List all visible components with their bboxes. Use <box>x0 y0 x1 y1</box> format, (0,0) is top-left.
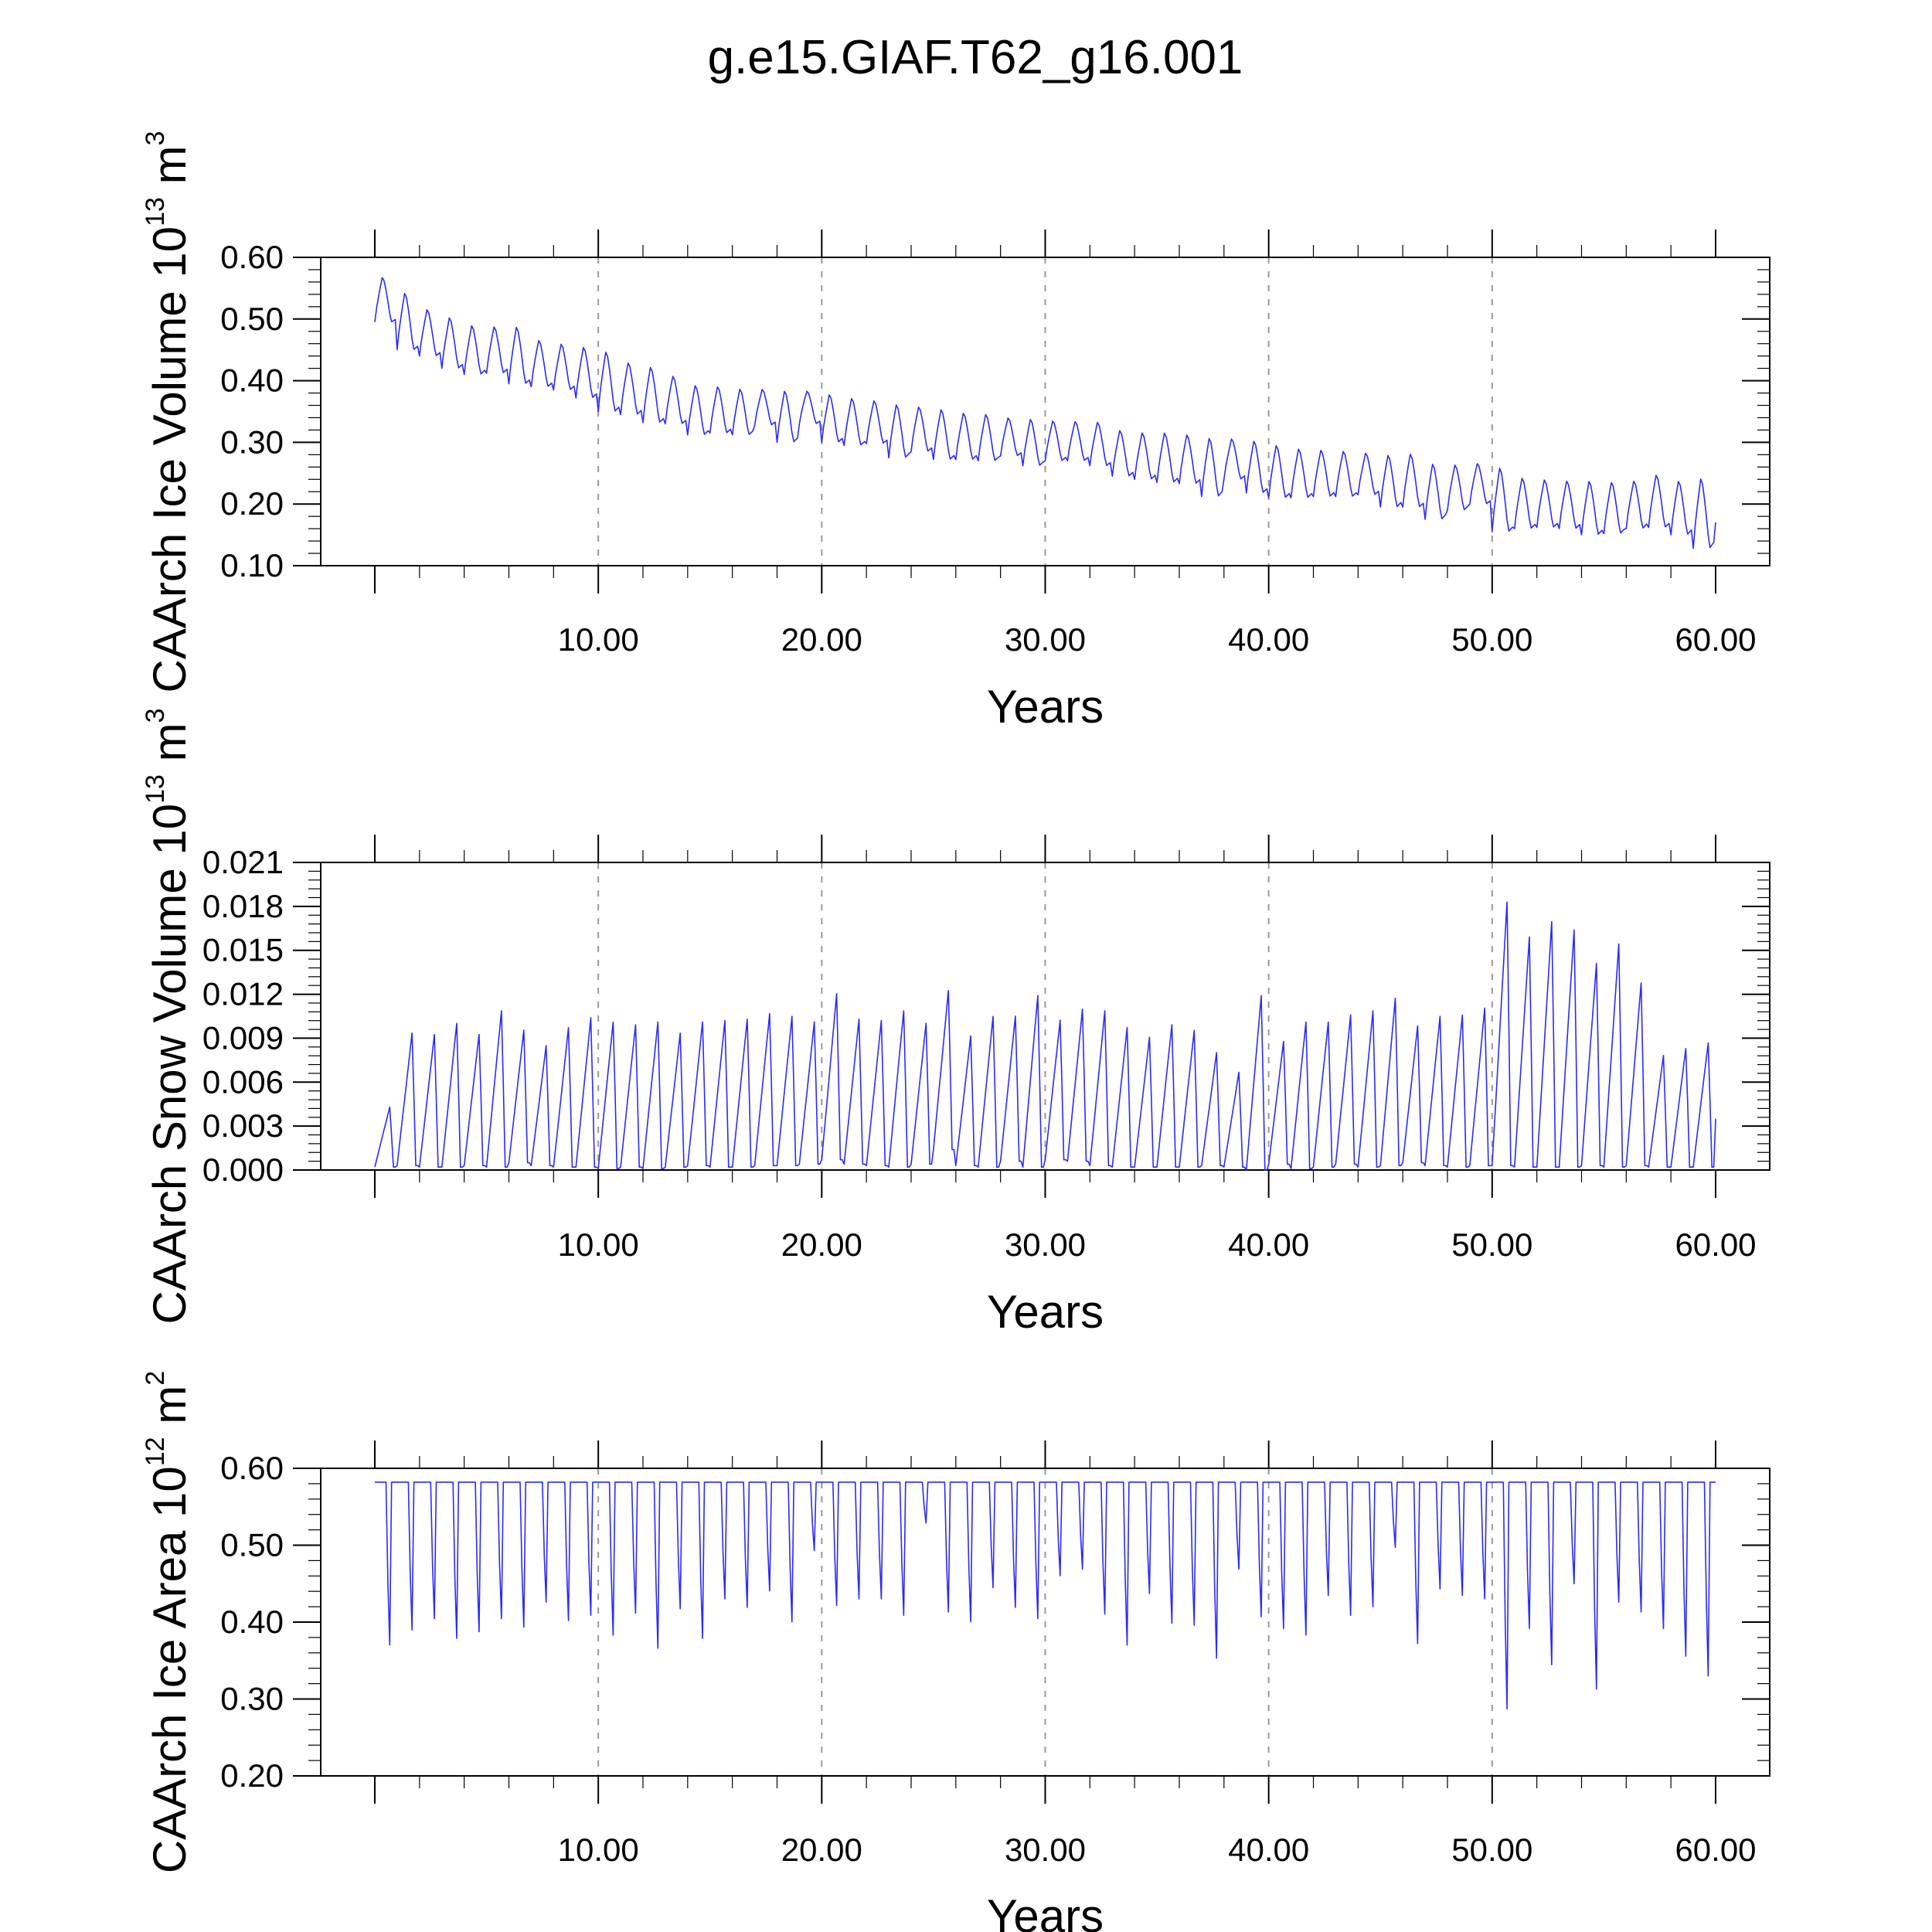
x-axis-title: Years <box>987 1890 1104 1932</box>
y-tick-label: 0.018 <box>202 888 284 924</box>
y-tick-label: 0.021 <box>202 844 284 880</box>
y-tick-label: 0.50 <box>220 301 284 337</box>
x-tick-label: 60.00 <box>1675 1832 1756 1868</box>
x-tick-label: 50.00 <box>1451 1832 1532 1868</box>
y-tick-label: 0.40 <box>220 1604 284 1640</box>
y-axis-title: CAArch Ice Area 1012 m2 <box>141 1371 196 1873</box>
x-tick-label: 60.00 <box>1675 1226 1756 1263</box>
x-tick-label: 20.00 <box>781 1832 862 1868</box>
series-line <box>374 901 1716 1171</box>
y-tick-label: 0.20 <box>220 1757 284 1794</box>
x-tick-label: 40.00 <box>1228 621 1309 658</box>
x-tick-label: 10.00 <box>558 1226 639 1263</box>
x-tick-label: 20.00 <box>781 621 862 658</box>
x-tick-label: 10.00 <box>558 621 639 658</box>
y-axis-title: CAArch Ice Volume 1013 m3 <box>141 131 196 692</box>
y-tick-label: 0.60 <box>220 1450 284 1486</box>
chart-panel-ice-volume: 10.00 20.00 30.00 40.00 50.00 60.00 0.10 0.20 0.… <box>141 131 1770 733</box>
y-axis-title: CAArch Snow Volume 1013 m3 <box>141 708 196 1324</box>
series-line <box>374 277 1716 549</box>
y-tick-label: 0.40 <box>220 362 284 399</box>
x-tick-label: 40.00 <box>1228 1226 1309 1263</box>
y-tick-label: 0.015 <box>202 932 284 968</box>
y-tick-label: 0.10 <box>220 547 284 583</box>
y-tick-label: 0.60 <box>220 239 284 275</box>
x-tick-label: 30.00 <box>1005 1832 1086 1868</box>
y-tick-label: 0.012 <box>202 976 284 1012</box>
x-tick-label: 50.00 <box>1451 621 1532 658</box>
x-tick-label: 50.00 <box>1451 1226 1532 1263</box>
x-tick-label: 40.00 <box>1228 1832 1309 1868</box>
x-tick-label: 60.00 <box>1675 621 1756 658</box>
chart-panel-ice-area: 10.00 20.00 30.00 40.00 50.00 60.00 0.20 0.30 0.… <box>141 1371 1770 1932</box>
y-tick-label: 0.009 <box>202 1019 284 1056</box>
x-tick-label: 30.00 <box>1005 621 1086 658</box>
y-tick-label: 0.30 <box>220 423 284 460</box>
y-tick-label: 0.50 <box>220 1527 284 1563</box>
x-tick-label: 30.00 <box>1005 1226 1086 1263</box>
y-tick-label: 0.30 <box>220 1681 284 1717</box>
x-axis-title: Years <box>987 1286 1104 1338</box>
chart-title: g.e15.GIAF.T62_g16.001 <box>708 31 1243 84</box>
chart-panel-snow-volume: 10.00 20.00 30.00 40.00 50.00 60.00 0.000 0.003… <box>141 708 1770 1338</box>
y-tick-label: 0.20 <box>220 485 284 522</box>
series-line <box>375 1481 1716 1710</box>
y-tick-label: 0.006 <box>202 1063 284 1100</box>
x-axis-title: Years <box>987 681 1104 733</box>
y-tick-label: 0.003 <box>202 1107 284 1144</box>
y-tick-label: 0.000 <box>202 1151 284 1188</box>
x-tick-label: 10.00 <box>558 1832 639 1868</box>
x-tick-label: 20.00 <box>781 1226 862 1263</box>
